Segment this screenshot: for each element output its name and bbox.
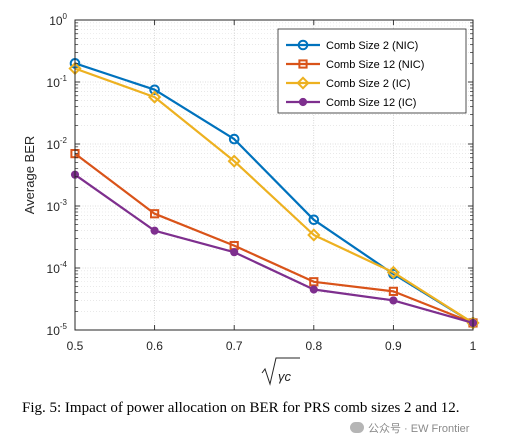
y-tick-base: 10: [47, 324, 61, 338]
y-tick-exponent: -1: [60, 74, 68, 83]
series-line: [74, 67, 474, 324]
data-point: [227, 154, 241, 168]
legend-item-3: Comb Size 2 (IC): [286, 76, 410, 90]
x-axis-label: γc: [261, 357, 300, 386]
data-point: [309, 285, 318, 294]
x-tick-label: 0.5: [67, 339, 84, 353]
x-tick-label: 0.9: [385, 339, 402, 353]
legend-marker: [298, 97, 308, 107]
legend-label: Comb Size 12 (IC): [326, 97, 416, 109]
y-tick-label: 100: [49, 12, 67, 28]
y-tick-label: 10-1: [47, 74, 68, 90]
y-tick-base: 10: [47, 200, 61, 214]
data-point: [149, 84, 160, 96]
x-tick-label: 0.6: [146, 339, 163, 353]
y-tick-base: 10: [47, 76, 61, 90]
y-tick-exponent: -2: [60, 136, 68, 145]
y-tick-exponent: -5: [60, 322, 68, 331]
series-line: [74, 152, 474, 324]
legend-marker: [297, 39, 309, 51]
figure-caption: Fig. 5: Impact of power allocation on BE…: [22, 400, 460, 416]
series-layer: [68, 58, 480, 330]
x-tick-label: 0.8: [305, 339, 322, 353]
sqrt-symbol: [261, 357, 300, 386]
data-point: [307, 228, 321, 242]
y-tick-exponent: 0: [63, 12, 68, 21]
y-axis-label: Average BER: [22, 136, 37, 215]
x-tick-label: 1: [470, 339, 477, 353]
legend-marker: [298, 59, 308, 69]
series-line: [74, 62, 474, 324]
y-tick-base: 10: [47, 138, 61, 152]
axis-ticks: [74, 19, 474, 331]
data-point: [309, 277, 319, 287]
legend-label: Comb Size 2 (IC): [326, 78, 410, 90]
x-tick-label: 0.7: [226, 339, 243, 353]
data-point: [230, 248, 239, 257]
data-point: [147, 90, 162, 104]
ber-chart: 0.5 0.6 0.7 0.8 0.9 1 10010-110-210-310-410-5…: [22, 12, 480, 386]
series-line: [74, 173, 474, 324]
x-axis-label-text: γc: [278, 369, 292, 384]
wechat-icon: [350, 422, 364, 433]
legend-label: Comb Size 12 (NIC): [326, 59, 424, 71]
x-tick-labels: 0.5 0.6 0.7 0.8 0.9 1: [67, 339, 477, 353]
y-tick-base: 10: [49, 14, 63, 28]
y-tick-label: 10-5: [47, 322, 68, 338]
data-point: [389, 296, 398, 305]
data-point: [228, 133, 240, 145]
y-tick-label: 10-4: [47, 260, 68, 276]
legend-item-4: Comb Size 12 (IC): [286, 97, 416, 109]
y-tick-exponent: -4: [60, 260, 68, 269]
y-tick-label: 10-2: [47, 136, 68, 152]
y-tick-exponent: -3: [60, 198, 68, 207]
watermark: 公众号 · EW Frontier: [350, 420, 469, 436]
legend-item-1: Comb Size 2 (NIC): [286, 39, 418, 52]
minor-grid: [75, 22, 473, 312]
data-point: [308, 214, 320, 226]
data-point: [386, 265, 401, 279]
plot-frame: [74, 19, 474, 331]
legend-label: Comb Size 2 (NIC): [326, 40, 418, 52]
data-point: [150, 209, 160, 219]
y-tick-base: 10: [47, 262, 61, 276]
legend: Comb Size 2 (NIC) Comb Size 12 (NIC) Comb …: [277, 28, 467, 114]
legend-box: [277, 28, 467, 114]
legend-marker: [296, 76, 310, 90]
legend-item-2: Comb Size 12 (NIC): [286, 59, 424, 71]
watermark-text: 公众号 · EW Frontier: [368, 423, 470, 435]
data-point: [388, 286, 398, 296]
data-point: [150, 226, 159, 235]
y-tick-label: 10-3: [47, 198, 68, 214]
